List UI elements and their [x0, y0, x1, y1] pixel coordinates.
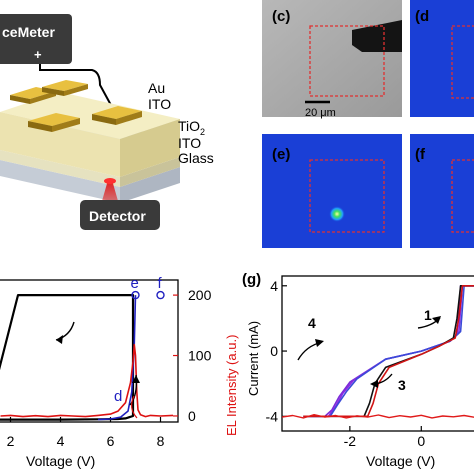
chart-right-y-ticks: 4 0 -4 — [266, 278, 287, 424]
chart-right-xlabel: Voltage (V) — [366, 453, 435, 469]
left-x-tick-label: 2 — [7, 433, 15, 449]
panel-f-letter: (f — [415, 146, 426, 163]
tio2-side — [120, 119, 180, 177]
detector-box — [80, 200, 160, 230]
left-y-tick-label: 200 — [188, 287, 212, 303]
panel-d-letter: (d — [415, 8, 429, 25]
marker-e — [131, 290, 140, 300]
right-y-tick-label: 4 — [270, 278, 278, 294]
panel-e: (e) — [262, 134, 402, 248]
emission-spot — [104, 178, 116, 184]
sweep-arrow-4-head — [315, 339, 324, 347]
sweep-arrow-1-head — [432, 316, 441, 324]
chart-left-y-ticks: 0 100 200 — [173, 287, 212, 424]
chart-right-x-ticks: -2 0 — [344, 426, 425, 449]
sweep-arrow-down-head — [56, 335, 63, 344]
red-hint-arrow — [131, 395, 138, 419]
chart-left-xlabel: Voltage (V) — [26, 453, 95, 469]
ito-label: ITO — [178, 135, 201, 151]
left-y-tick-label: 100 — [188, 348, 212, 364]
marker-e-label: e — [131, 275, 139, 292]
sweep-label-3: 3 — [398, 377, 406, 393]
panel-c-roi-square — [309, 25, 385, 97]
right-series-line-0 — [303, 284, 474, 418]
glass-front — [0, 160, 120, 203]
ito-top-label: ITO — [148, 96, 171, 112]
chart-left-series — [0, 294, 174, 421]
panel-c: (c) 20 μm — [262, 0, 402, 119]
right-series-line-5 — [281, 414, 474, 419]
sweep-arrow-3-head — [370, 380, 378, 388]
au-label: Au — [148, 80, 165, 96]
detector-label: Detector — [89, 208, 146, 224]
right-series-line-2 — [303, 284, 474, 418]
marker-d-label: d — [114, 388, 122, 405]
sweep-arrow-down — [55, 321, 75, 341]
ito-side — [120, 157, 180, 187]
chart-right-series — [281, 284, 474, 419]
ito-front — [0, 150, 120, 187]
sourcemeter-box — [0, 14, 72, 64]
left-x-tick-label: 4 — [57, 433, 65, 449]
panel-g-letter: (g) — [242, 271, 261, 288]
sweep-label-4: 4 — [308, 315, 316, 331]
panel-d-roi-square — [451, 25, 474, 99]
sweep-label-1: 1 — [424, 307, 432, 323]
chart-left-ylabel-right: EL Intensity (a.u.) — [224, 335, 239, 436]
panel-f-image — [410, 134, 474, 248]
left-series-line-2 — [0, 343, 174, 418]
device-schematic: ceMeter + — [0, 14, 214, 230]
panel-c-letter: (c) — [272, 8, 290, 25]
marker-f — [156, 290, 165, 300]
right-series-line-4 — [303, 284, 474, 418]
panel-f: (f — [410, 134, 474, 248]
right-y-tick-label: -4 — [266, 408, 279, 424]
tio2-front — [0, 112, 120, 177]
au-pad-4 — [92, 106, 142, 125]
right-x-tick-label: 0 — [417, 433, 425, 449]
chart-right: (g) -2 0 4 0 -4 1 4 3 Voltage (V) Current (… — [242, 271, 474, 469]
au-pad-2 — [42, 80, 88, 96]
panel-c-image — [262, 0, 402, 117]
left-x-tick-label: 6 — [107, 433, 115, 449]
sourcemeter-plus: + — [34, 47, 42, 62]
au-pad-3 — [28, 113, 80, 132]
chart-left-frame — [0, 279, 179, 423]
tio2-top — [0, 92, 180, 139]
sourcemeter-label: ceMeter — [2, 24, 55, 40]
marker-f-label: f — [158, 275, 163, 292]
left-series-line-1 — [97, 295, 137, 421]
sweep-arrow-up-head — [132, 375, 140, 383]
left-series-line-0 — [0, 294, 135, 421]
right-series-line-1 — [303, 284, 474, 418]
chart-left-markers: e f d — [114, 275, 165, 405]
panel-c-scale-label: 20 μm — [305, 107, 336, 119]
glass-label: Glass — [178, 150, 214, 166]
panel-c-probe-tip — [352, 20, 402, 52]
right-x-tick-label: -2 — [344, 433, 357, 449]
left-x-tick-label: 8 — [157, 433, 165, 449]
panel-e-roi-square — [309, 159, 385, 233]
tio2-label: TiO2 — [178, 118, 205, 137]
chart-right-ylabel: Current (mA) — [246, 321, 261, 396]
chart-left: 2 4 6 8 0 100 200 e f d Voltage (V) EL Intens… — [0, 275, 239, 469]
glass-side — [120, 167, 180, 203]
panel-e-emission-spot — [329, 206, 345, 222]
panel-e-image — [262, 134, 402, 248]
right-y-tick-label: 0 — [270, 343, 278, 359]
left-y-tick-label: 0 — [188, 408, 196, 424]
panel-e-letter: (e) — [272, 146, 290, 163]
probe-wire — [39, 64, 119, 119]
chart-right-frame — [281, 275, 474, 432]
panel-f-roi-square — [451, 159, 474, 233]
tio2-subscript: 2 — [200, 127, 205, 137]
panel-d: (d — [410, 0, 474, 117]
right-series-line-3 — [303, 284, 474, 418]
